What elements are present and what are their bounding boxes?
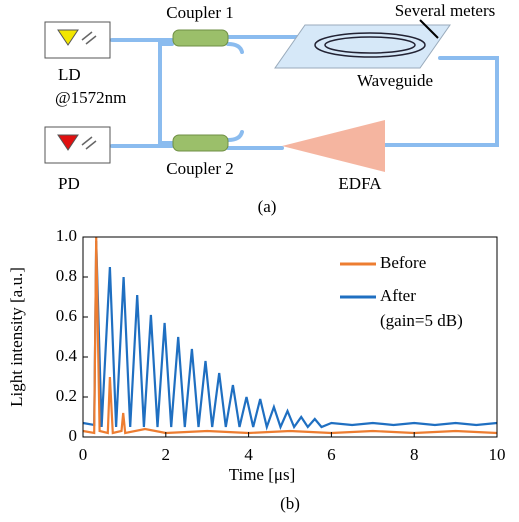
label: Coupler 2 bbox=[166, 159, 234, 178]
caption: (b) bbox=[280, 494, 300, 513]
pointer-arrow bbox=[419, 19, 439, 39]
y-tick-label: 0.6 bbox=[56, 306, 77, 325]
legend-label: After bbox=[380, 286, 416, 305]
label: Waveguide bbox=[357, 71, 433, 90]
coupler-1 bbox=[172, 29, 229, 47]
waveguide-spiral bbox=[314, 32, 426, 58]
plot-frame bbox=[82, 236, 498, 438]
x-tick-label: 0 bbox=[79, 445, 88, 464]
x-tick-label: 4 bbox=[244, 445, 253, 464]
label: @1572nm bbox=[55, 88, 126, 107]
data-line bbox=[82, 236, 498, 435]
caption: (a) bbox=[258, 197, 277, 216]
y-tick-label: 0.4 bbox=[56, 346, 78, 365]
x-tick-label: 2 bbox=[162, 445, 171, 464]
x-tick-label: 6 bbox=[327, 445, 336, 464]
ld-icon bbox=[57, 29, 79, 46]
ld-arrows bbox=[81, 31, 97, 45]
label: Coupler 1 bbox=[166, 3, 234, 22]
pd-icon bbox=[57, 134, 79, 151]
legend-label: Before bbox=[380, 253, 426, 272]
edfa-icon bbox=[282, 120, 385, 172]
fiber bbox=[158, 42, 174, 145]
y-tick-label: 0.2 bbox=[56, 386, 77, 405]
coupler-2 bbox=[172, 134, 229, 152]
label: EDFA bbox=[338, 174, 382, 193]
legend-note: (gain=5 dB) bbox=[380, 311, 463, 330]
waveguide-chip bbox=[274, 24, 451, 69]
y-tick-label: 1.0 bbox=[56, 226, 77, 245]
y-tick-label: 0.8 bbox=[56, 266, 77, 285]
fiber bbox=[226, 42, 244, 54]
x-tick-label: 10 bbox=[489, 445, 506, 464]
fiber bbox=[383, 56, 499, 147]
pd-arrows bbox=[81, 136, 97, 150]
x-axis-label: Time [μs] bbox=[229, 465, 296, 484]
label: Several meters bbox=[395, 1, 496, 20]
label: LD bbox=[58, 65, 81, 84]
diagram: Coupler 1 Several meters LD @1572nm Wave… bbox=[44, 1, 499, 216]
y-tick-label: 0 bbox=[69, 426, 78, 445]
fiber bbox=[226, 130, 244, 142]
data-line bbox=[82, 240, 498, 431]
y-axis-label: Light intensity [a.u.] bbox=[7, 267, 26, 407]
waveguide-spiral bbox=[324, 36, 416, 54]
ld-box bbox=[44, 21, 111, 59]
x-tick-label: 8 bbox=[410, 445, 419, 464]
pd-box bbox=[44, 126, 111, 164]
label: PD bbox=[58, 174, 80, 193]
